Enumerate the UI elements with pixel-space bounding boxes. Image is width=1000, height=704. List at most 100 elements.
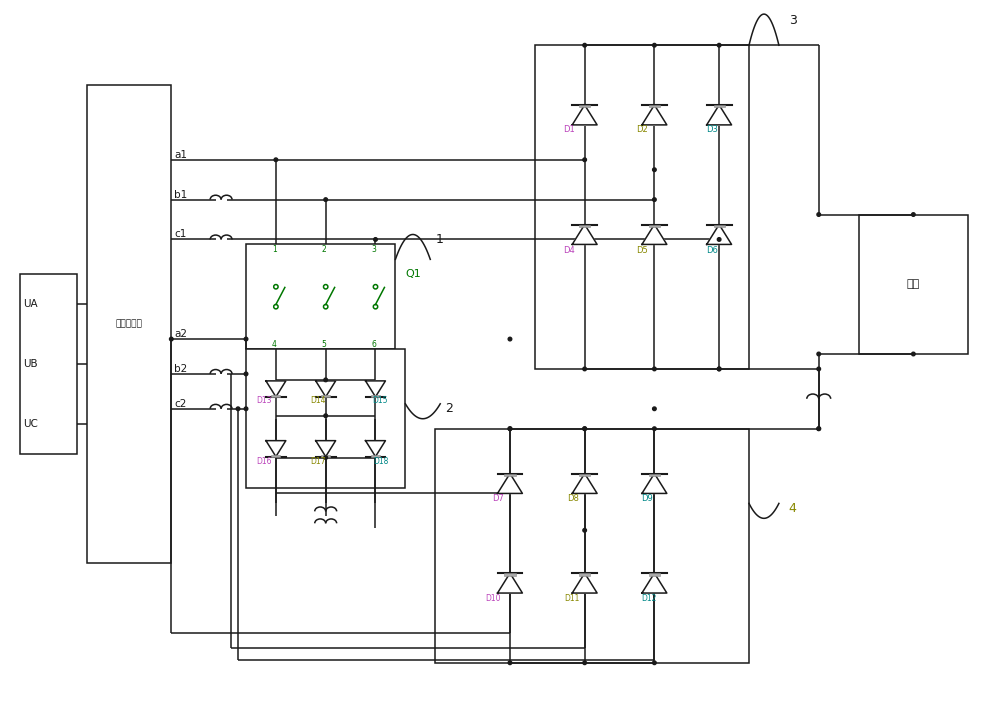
- Bar: [579, 225, 590, 227]
- Bar: [579, 105, 590, 108]
- Bar: [714, 105, 725, 108]
- Circle shape: [244, 372, 248, 376]
- Text: b1: b1: [174, 189, 188, 200]
- Bar: [579, 474, 590, 476]
- Circle shape: [244, 407, 248, 410]
- Text: c1: c1: [174, 230, 187, 239]
- Text: 1: 1: [435, 233, 443, 246]
- Text: D18: D18: [374, 457, 389, 466]
- Bar: [649, 474, 660, 476]
- Text: UA: UA: [23, 299, 38, 309]
- Circle shape: [274, 284, 278, 289]
- Polygon shape: [642, 105, 667, 125]
- Text: D1: D1: [563, 125, 575, 134]
- Bar: [649, 105, 660, 108]
- Text: UC: UC: [23, 419, 38, 429]
- Bar: [246, 244, 395, 349]
- Text: 3: 3: [372, 245, 376, 254]
- Text: 3: 3: [789, 14, 797, 27]
- Circle shape: [583, 158, 586, 161]
- Circle shape: [508, 427, 512, 430]
- Circle shape: [583, 427, 586, 430]
- Text: a1: a1: [174, 150, 187, 160]
- Bar: [714, 225, 725, 227]
- Text: a2: a2: [174, 329, 187, 339]
- Circle shape: [274, 158, 278, 161]
- Circle shape: [912, 213, 915, 216]
- Text: 负载: 负载: [907, 279, 920, 289]
- Polygon shape: [642, 225, 667, 244]
- Circle shape: [817, 213, 821, 216]
- Circle shape: [717, 238, 721, 241]
- Bar: [649, 225, 660, 227]
- Text: 4: 4: [272, 339, 277, 348]
- Polygon shape: [707, 105, 732, 125]
- Polygon shape: [316, 441, 336, 457]
- Text: D16: D16: [256, 457, 271, 466]
- Circle shape: [817, 367, 821, 371]
- Bar: [246, 349, 405, 489]
- Text: 6: 6: [372, 339, 376, 348]
- Text: 4: 4: [789, 502, 797, 515]
- Polygon shape: [498, 573, 522, 593]
- Circle shape: [374, 238, 377, 241]
- Polygon shape: [266, 381, 286, 397]
- Text: D11: D11: [565, 593, 580, 603]
- Text: D8: D8: [567, 494, 579, 503]
- Bar: [371, 455, 380, 457]
- Bar: [371, 395, 380, 397]
- Text: D2: D2: [636, 125, 648, 134]
- Text: D14: D14: [311, 396, 326, 406]
- Circle shape: [817, 427, 821, 430]
- Text: D6: D6: [706, 246, 718, 255]
- Bar: [435, 429, 749, 662]
- Circle shape: [653, 168, 656, 172]
- Polygon shape: [642, 573, 667, 593]
- Circle shape: [653, 661, 656, 665]
- Circle shape: [508, 661, 512, 665]
- Circle shape: [244, 337, 248, 341]
- Text: 1: 1: [272, 245, 277, 254]
- Circle shape: [717, 367, 721, 371]
- Polygon shape: [572, 573, 597, 593]
- Text: D5: D5: [636, 246, 648, 255]
- Bar: [859, 215, 968, 354]
- Circle shape: [717, 367, 721, 371]
- Text: 2: 2: [445, 402, 453, 415]
- Circle shape: [817, 427, 821, 430]
- Circle shape: [653, 198, 656, 201]
- Text: Q1: Q1: [405, 270, 421, 279]
- Polygon shape: [572, 225, 597, 244]
- Circle shape: [508, 427, 512, 430]
- Polygon shape: [572, 105, 597, 125]
- Bar: [20, 275, 77, 453]
- Bar: [87, 85, 171, 563]
- Text: 5: 5: [322, 339, 327, 348]
- Polygon shape: [642, 474, 667, 494]
- Text: 2: 2: [322, 245, 326, 254]
- Circle shape: [373, 284, 378, 289]
- Polygon shape: [366, 441, 385, 457]
- Circle shape: [583, 44, 586, 47]
- Text: D10: D10: [485, 593, 501, 603]
- Circle shape: [236, 407, 240, 410]
- Text: D3: D3: [706, 125, 718, 134]
- Bar: [504, 474, 516, 476]
- Circle shape: [583, 529, 586, 532]
- Circle shape: [323, 284, 328, 289]
- Polygon shape: [366, 381, 385, 397]
- Circle shape: [508, 337, 512, 341]
- Text: c2: c2: [174, 398, 187, 409]
- Text: 整流变压器: 整流变压器: [116, 320, 142, 329]
- Circle shape: [817, 352, 821, 356]
- Circle shape: [583, 427, 586, 430]
- Polygon shape: [707, 225, 732, 244]
- Circle shape: [583, 661, 586, 665]
- Circle shape: [717, 44, 721, 47]
- Circle shape: [583, 367, 586, 371]
- Text: D9: D9: [641, 494, 653, 503]
- Text: D7: D7: [492, 494, 504, 503]
- Bar: [321, 395, 330, 397]
- Polygon shape: [498, 474, 522, 494]
- Polygon shape: [266, 441, 286, 457]
